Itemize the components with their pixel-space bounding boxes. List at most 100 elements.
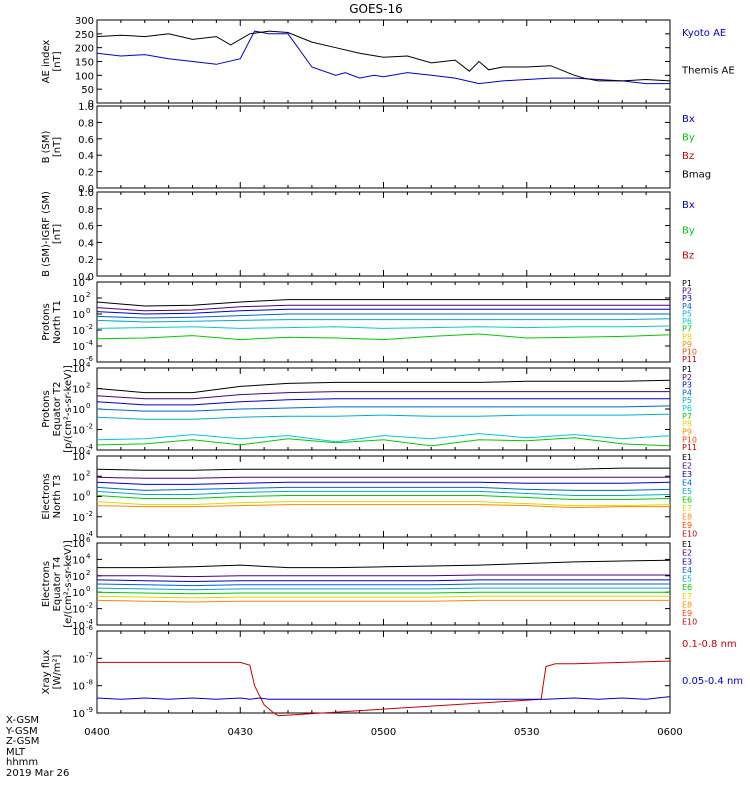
y-tick-label: 300 — [75, 16, 94, 27]
series-legend-label: P10 — [682, 348, 697, 357]
panel-frame — [96, 630, 671, 714]
plot-title: GOES-16 — [349, 2, 403, 16]
series-legend-label: E4 — [682, 479, 692, 488]
series-legend-label: Bz — [682, 151, 694, 162]
y-tick-label: 0.2 — [78, 168, 94, 179]
y-axis-label: AE index — [41, 40, 52, 84]
y-tick-label: 10 — [72, 294, 85, 305]
footer-labels: X-GSM Y-GSM Z-GSM MLT hhmm 2019 Mar 26 — [6, 715, 70, 779]
y-tick-label: 0.0 — [78, 184, 94, 195]
series-legend-label: P5 — [682, 396, 692, 405]
y-tick-label: 10 — [72, 682, 85, 693]
y-tick-label: 0.4 — [78, 151, 94, 162]
series-legend-label: Kyoto AE — [682, 28, 726, 39]
y-tick-exponent: -2 — [86, 602, 93, 610]
series-legend-label: E7 — [682, 504, 692, 513]
y-tick-exponent: 4 — [86, 449, 91, 457]
series-legend-label: P6 — [682, 404, 692, 413]
series-line — [96, 495, 671, 500]
series-line — [97, 660, 671, 717]
x-tick-label: 0600 — [657, 727, 682, 738]
series-legend-label: P2 — [682, 373, 692, 382]
series-line — [96, 30, 671, 82]
y-tick-label: 50 — [81, 85, 94, 96]
series-legend-label: E1 — [682, 453, 692, 462]
y-tick-label: 0.4 — [78, 238, 94, 249]
series-legend-label: P10 — [682, 435, 697, 444]
y-tick-label: 0.8 — [78, 205, 94, 216]
series-legend-label: Themis AE — [681, 66, 735, 77]
series-legend-label: P3 — [682, 294, 692, 303]
y-tick-exponent: -2 — [86, 510, 93, 518]
series-line — [97, 559, 671, 569]
series-line — [96, 313, 670, 319]
footer-hhmm: hhmm — [6, 757, 39, 768]
y-tick-exponent: -2 — [86, 423, 93, 431]
y-tick-exponent: -6 — [86, 624, 94, 632]
series-line — [96, 579, 670, 583]
y-tick-label: 1.0 — [78, 102, 94, 113]
series-line — [96, 325, 671, 329]
y-tick-exponent: 4 — [86, 552, 91, 560]
series-line — [96, 504, 670, 509]
y-tick-label: 10 — [72, 555, 85, 566]
y-axis-label: [W/m²] — [52, 654, 63, 689]
series-legend-label: E1 — [682, 540, 692, 549]
y-tick-exponent: -8 — [86, 679, 93, 687]
series-legend-label: P1 — [682, 365, 692, 374]
series-legend-label: P9 — [682, 427, 692, 436]
y-tick-exponent: 0 — [86, 307, 90, 315]
y-tick-label: 10 — [72, 627, 85, 638]
series-line — [96, 486, 671, 491]
y-tick-label: 10 — [72, 493, 85, 504]
y-axis-label: B (SM) — [41, 130, 52, 163]
series-legend-label: E4 — [682, 566, 692, 575]
series-legend-label: E5 — [682, 575, 692, 584]
series-legend-label: E6 — [682, 583, 692, 592]
series-legend-label: Bx — [682, 114, 695, 125]
y-tick-exponent: -4 — [86, 618, 94, 626]
footer-date: 2019 Mar 26 — [6, 767, 70, 779]
series-line — [96, 467, 670, 471]
panel-b_igrf: 0.0 0.2 0.4 0.6 0.8 1.0 B (SM)-IGRF (SM) [nT] Bx… — [41, 188, 695, 283]
y-tick-label: 200 — [75, 44, 94, 55]
series-line — [96, 379, 671, 394]
y-tick-label: 10 — [72, 709, 85, 720]
y-tick-label: 10 — [72, 405, 85, 416]
y-tick-label: 10 — [72, 621, 85, 632]
y-tick-exponent: -7 — [86, 651, 93, 659]
series-line — [96, 501, 671, 507]
y-axis-label: Equator T4 — [52, 557, 63, 612]
series-legend-label: E10 — [682, 530, 697, 539]
series-line — [96, 413, 671, 420]
series-legend-label: P8 — [682, 420, 692, 429]
footer-z-gsm: Z-GSM — [6, 736, 40, 747]
series-line — [96, 476, 670, 479]
y-axis-label: [nT] — [52, 224, 63, 244]
series-legend-label: Bx — [682, 200, 695, 211]
y-tick-label: 150 — [75, 58, 94, 69]
y-tick-exponent: -4 — [86, 339, 94, 347]
y-axis-label: Protons — [41, 303, 52, 340]
y-tick-label: 0 — [88, 99, 94, 110]
y-axis-label: [nT] — [52, 137, 63, 157]
series-legend-label: E8 — [682, 600, 692, 609]
panel-frame — [96, 19, 671, 104]
y-tick-label: 250 — [75, 30, 94, 41]
panel-frame — [96, 105, 671, 189]
series-line — [96, 696, 671, 700]
y-axis-label: North T3 — [52, 475, 63, 519]
y-axis-label: North T1 — [52, 300, 63, 344]
series-legend-label: P11 — [682, 355, 697, 364]
y-axis-label: Xray flux — [41, 650, 52, 695]
series-legend-label: P5 — [682, 309, 692, 318]
x-tick-label: 0400 — [84, 727, 109, 738]
y-tick-exponent: 0 — [86, 585, 90, 593]
series-line — [96, 333, 671, 341]
y-tick-label: 0.6 — [78, 135, 94, 146]
y-tick-label: 10 — [72, 426, 85, 437]
series-line — [96, 304, 670, 312]
series-legend-label: P7 — [682, 412, 692, 421]
